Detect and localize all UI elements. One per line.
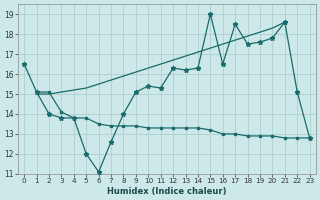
X-axis label: Humidex (Indice chaleur): Humidex (Indice chaleur) (107, 187, 227, 196)
